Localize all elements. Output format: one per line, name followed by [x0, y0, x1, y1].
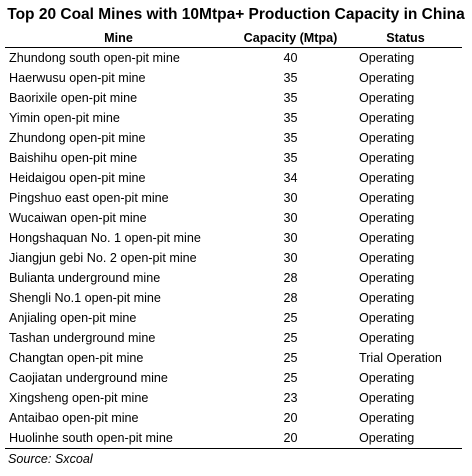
mine-name-cell: Haerwusu open-pit mine: [9, 71, 146, 85]
status-cell: Operating: [359, 371, 415, 385]
table-row: Tashan underground mine 25 Operating: [5, 328, 462, 348]
status-cell: Operating: [359, 251, 415, 265]
mine-name-cell: Xingsheng open-pit mine: [9, 391, 149, 405]
capacity-cell: 25: [283, 351, 298, 365]
mine-name-cell: Huolinhe south open-pit mine: [5, 428, 232, 449]
status-cell: Operating: [359, 51, 415, 65]
mine-name-cell: Zhundong open-pit mine: [9, 131, 146, 145]
capacity-cell: 30: [283, 251, 298, 265]
table-row: Xingsheng open-pit mine 23 Operating: [5, 388, 462, 408]
capacity-cell: 25: [283, 311, 298, 325]
capacity-cell: 30: [283, 211, 298, 225]
status-cell: Operating: [359, 311, 415, 325]
mine-name-cell: Jiangjun gebi No. 2 open-pit mine: [9, 251, 197, 265]
mine-name-cell: Tashan underground mine: [9, 331, 156, 345]
mine-name-cell: Hongshaquan No. 1 open-pit mine: [9, 231, 201, 245]
table-header-row: Mine Capacity (Mtpa) Status: [5, 30, 462, 48]
mine-name-cell: Wucaiwan open-pit mine: [9, 211, 147, 225]
status-cell: Operating: [359, 331, 415, 345]
status-cell: Operating: [359, 131, 415, 145]
status-cell: Operating: [359, 171, 415, 185]
capacity-cell: 25: [283, 331, 298, 345]
column-header-mine: Mine: [5, 30, 232, 48]
table-row: Bulianta underground mine 28 Operating: [5, 268, 462, 288]
table-row: Baorixile open-pit mine 35 Operating: [5, 88, 462, 108]
table-row: Haerwusu open-pit mine 35 Operating: [5, 68, 462, 88]
capacity-cell: 28: [283, 271, 298, 285]
table-row: Antaibao open-pit mine 20 Operating: [5, 408, 462, 428]
mine-name-cell: Yimin open-pit mine: [9, 111, 120, 125]
table-row: Yimin open-pit mine 35 Operating: [5, 108, 462, 128]
capacity-cell: 23: [283, 391, 298, 405]
status-cell: Operating: [359, 91, 415, 105]
capacity-cell: 30: [283, 191, 298, 205]
status-cell: Operating: [359, 391, 415, 405]
status-cell: Operating: [349, 428, 462, 449]
status-cell: Operating: [359, 211, 415, 225]
page-title: Top 20 Coal Mines with 10Mtpa+ Productio…: [7, 6, 465, 23]
status-cell: Operating: [359, 271, 415, 285]
mine-name-cell: Zhundong south open-pit mine: [9, 51, 180, 65]
status-cell: Operating: [359, 191, 415, 205]
status-cell: Operating: [359, 111, 415, 125]
capacity-cell: 25: [283, 371, 298, 385]
mine-name-cell: Anjialing open-pit mine: [9, 311, 137, 325]
table-row: Wucaiwan open-pit mine 30 Operating: [5, 208, 462, 228]
table-row: Zhundong south open-pit mine 40 Operating: [5, 48, 462, 69]
status-cell: Operating: [359, 231, 415, 245]
capacity-cell: 35: [283, 151, 298, 165]
capacity-cell: 35: [283, 91, 298, 105]
capacity-cell: 30: [283, 231, 298, 245]
table-row: Caojiatan underground mine 25 Operating: [5, 368, 462, 388]
table-row: Zhundong open-pit mine 35 Operating: [5, 128, 462, 148]
capacity-cell: 40: [283, 51, 298, 65]
capacity-cell: 20: [283, 411, 298, 425]
mine-name-cell: Caojiatan underground mine: [9, 371, 168, 385]
table-body: Zhundong south open-pit mine 40 Operating H…: [5, 48, 462, 449]
table-row: Anjialing open-pit mine 25 Operating: [5, 308, 462, 328]
capacity-cell: 35: [283, 111, 298, 125]
status-cell: Operating: [359, 291, 415, 305]
mine-name-cell: Baorixile open-pit mine: [9, 91, 138, 105]
status-cell: Operating: [359, 71, 415, 85]
table-row: Huolinhe south open-pit mine 20 Operating: [5, 428, 462, 449]
coal-mines-table: Mine Capacity (Mtpa) Status Zhundong sou…: [5, 30, 462, 449]
mine-name-cell: Antaibao open-pit mine: [9, 411, 139, 425]
table-row: Shengli No.1 open-pit mine 28 Operating: [5, 288, 462, 308]
table-row: Changtan open-pit mine 25 Trial Operation: [5, 348, 462, 368]
mine-name-cell: Pingshuo east open-pit mine: [9, 191, 169, 205]
capacity-cell: 28: [283, 291, 298, 305]
capacity-cell: 35: [283, 71, 298, 85]
capacity-cell: 34: [283, 171, 298, 185]
status-cell: Operating: [359, 411, 415, 425]
status-cell: Trial Operation: [359, 351, 442, 365]
capacity-cell: 35: [283, 131, 298, 145]
mine-name-cell: Changtan open-pit mine: [9, 351, 144, 365]
mine-name-cell: Shengli No.1 open-pit mine: [9, 291, 161, 305]
source-note: Source: Sxcoal: [8, 452, 93, 466]
status-cell: Operating: [359, 151, 415, 165]
column-header-status: Status: [349, 30, 462, 48]
capacity-cell: 20: [232, 428, 349, 449]
table-row: Baishihu open-pit mine 35 Operating: [5, 148, 462, 168]
column-header-capacity: Capacity (Mtpa): [232, 30, 349, 48]
table-row: Heidaigou open-pit mine 34 Operating: [5, 168, 462, 188]
table-row: Pingshuo east open-pit mine 30 Operating: [5, 188, 462, 208]
mine-name-cell: Baishihu open-pit mine: [9, 151, 138, 165]
mine-name-cell: Bulianta underground mine: [9, 271, 161, 285]
table-row: Jiangjun gebi No. 2 open-pit mine 30 Opera…: [5, 248, 462, 268]
table-row: Hongshaquan No. 1 open-pit mine 30 Operati…: [5, 228, 462, 248]
mine-name-cell: Heidaigou open-pit mine: [9, 171, 146, 185]
